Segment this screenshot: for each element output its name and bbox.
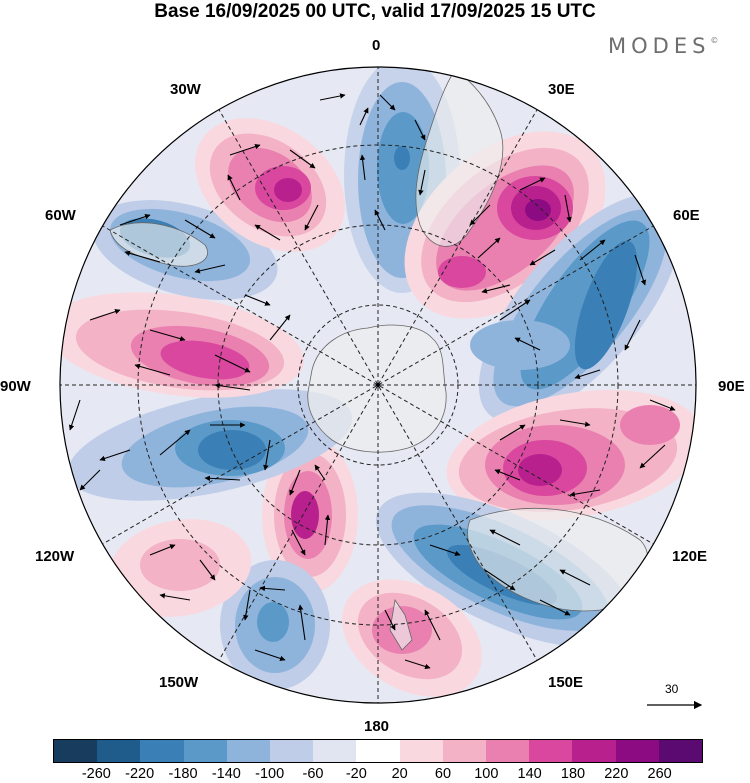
- colorbar-swatch: [140, 740, 184, 762]
- label-lon-60w: 60W: [45, 207, 76, 224]
- colorbar-swatch: [313, 740, 357, 762]
- reference-vector: 30: [645, 682, 705, 712]
- brand-name: MODES: [608, 34, 711, 58]
- label-lon-120e: 120E: [672, 548, 708, 565]
- reference-vector-label: 30: [665, 682, 679, 696]
- anomaly-lobe-100e: [446, 389, 696, 521]
- label-lon-0: 0: [372, 37, 381, 54]
- colorbar-tick-label: 180: [560, 766, 586, 782]
- south-pole-marker: [376, 383, 380, 387]
- map-title: Base 16/09/2025 00 UTC, valid 17/09/2025…: [154, 1, 596, 22]
- map-border: [59, 66, 697, 704]
- colorbar-tick-label: -60: [302, 766, 324, 782]
- colorbar-swatch: [442, 740, 487, 762]
- colorbar-tick-label: -180: [168, 766, 198, 782]
- label-lon-150e: 150E: [548, 674, 584, 691]
- label-lon-150w: 150W: [159, 674, 199, 691]
- colorbar: [53, 739, 703, 763]
- label-lon-30e: 30E: [548, 81, 575, 98]
- anomaly-lobe-165e: [342, 579, 482, 697]
- colorbar-swatch: [226, 740, 271, 762]
- colorbar-swatch: [356, 740, 400, 762]
- label-lon-30w: 30W: [170, 81, 201, 98]
- colorbar-swatch: [270, 740, 314, 762]
- colorbar-swatch: [399, 740, 443, 762]
- colorbar-swatch: [54, 740, 98, 762]
- colorbar-tick-label: -260: [81, 766, 111, 782]
- anomaly-lobe-105w: [67, 389, 353, 501]
- graticule: [60, 67, 696, 703]
- colorbar-swatch: [572, 740, 616, 762]
- colorbar-tick-label: 220: [604, 766, 629, 782]
- colorbar-swatch: [658, 740, 703, 762]
- colorbar-tick-label: 20: [391, 766, 408, 782]
- reference-arrow-icon: [647, 700, 703, 710]
- label-lon-120w: 120W: [35, 548, 75, 565]
- africa: [415, 69, 504, 247]
- modes-logo: MODES©: [608, 34, 718, 58]
- colorbar-tick-label: 100: [474, 766, 499, 782]
- anomaly-lobe-80w: [60, 292, 304, 398]
- colorbar-tick-label: 260: [647, 766, 672, 782]
- label-lon-90e: 90E: [718, 378, 745, 395]
- anomaly-lobe-165w: [262, 437, 358, 593]
- antarctica: [307, 324, 447, 453]
- colorbar-tick-label: -20: [345, 766, 367, 782]
- anomaly-lobe-30w: [195, 118, 345, 252]
- colorbar-tick-labels: -260 -220 -180 -140 -100 -60 -20 20 60 100 140 180 2…: [0, 766, 750, 783]
- south-america: [109, 222, 208, 267]
- anomaly-lobe-120w: [108, 519, 252, 617]
- colorbar-swatch: [615, 740, 659, 762]
- label-lon-180: 180: [364, 718, 390, 735]
- anomaly-lobe-150w: [220, 560, 330, 690]
- anomaly-lobe-60e: [470, 194, 682, 422]
- colorbar-swatch: [97, 740, 141, 762]
- colorbar-tick-label: -220: [125, 766, 155, 782]
- landmasses: [109, 69, 649, 651]
- label-lon-90w: 90W: [0, 378, 31, 395]
- colorbar-swatch: [183, 740, 227, 762]
- colorbar-tick-label: 60: [434, 766, 452, 782]
- colorbar-tick-label: -100: [255, 766, 285, 782]
- colorbar-tick-label: -140: [211, 766, 241, 782]
- colorbar-swatch: [486, 740, 530, 762]
- colorbar-swatch: [529, 740, 573, 762]
- colorbar-tick-label: 140: [517, 766, 542, 782]
- copyright-mark: ©: [710, 36, 719, 45]
- label-lon-60e: 60E: [673, 207, 700, 224]
